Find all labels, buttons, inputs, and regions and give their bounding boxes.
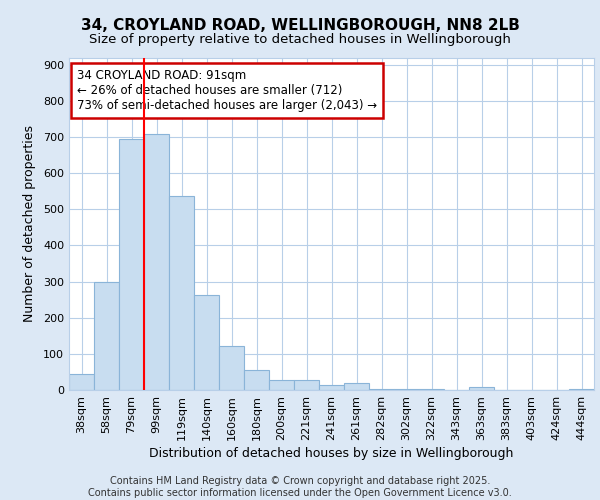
Bar bbox=[319, 384, 344, 390]
Bar bbox=[294, 380, 319, 390]
Text: Size of property relative to detached houses in Wellingborough: Size of property relative to detached ho… bbox=[89, 32, 511, 46]
Bar bbox=[394, 389, 419, 390]
Text: 34 CROYLAND ROAD: 91sqm
← 26% of detached houses are smaller (712)
73% of semi-d: 34 CROYLAND ROAD: 91sqm ← 26% of detache… bbox=[77, 69, 377, 112]
Bar bbox=[569, 389, 594, 390]
Bar bbox=[369, 389, 394, 390]
Bar bbox=[194, 295, 219, 390]
Bar bbox=[144, 134, 169, 390]
Bar bbox=[169, 196, 194, 390]
Text: Contains HM Land Registry data © Crown copyright and database right 2025.
Contai: Contains HM Land Registry data © Crown c… bbox=[88, 476, 512, 498]
Bar bbox=[94, 282, 119, 390]
Bar bbox=[219, 346, 244, 390]
Bar bbox=[119, 139, 144, 390]
Bar bbox=[244, 370, 269, 390]
Bar bbox=[469, 387, 494, 390]
Bar bbox=[69, 374, 94, 390]
X-axis label: Distribution of detached houses by size in Wellingborough: Distribution of detached houses by size … bbox=[149, 447, 514, 460]
Text: 34, CROYLAND ROAD, WELLINGBOROUGH, NN8 2LB: 34, CROYLAND ROAD, WELLINGBOROUGH, NN8 2… bbox=[80, 18, 520, 32]
Bar bbox=[269, 380, 294, 390]
Bar bbox=[344, 384, 369, 390]
Y-axis label: Number of detached properties: Number of detached properties bbox=[23, 125, 36, 322]
